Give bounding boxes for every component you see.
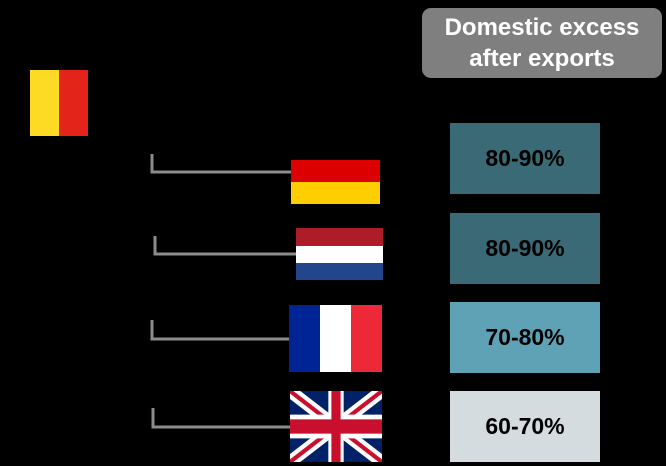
row-label: 60-70% (485, 413, 565, 439)
flag-france (289, 305, 382, 372)
header-box: Domestic excess after exports (422, 8, 662, 78)
connectors (150, 154, 296, 429)
flag-belgium (0, 70, 88, 136)
row-label: 70-80% (485, 324, 565, 350)
row-box: 60-70% (450, 391, 600, 462)
row-box: 80-90% (450, 213, 600, 284)
flag-netherlands (296, 228, 383, 280)
row-label: 80-90% (485, 235, 565, 261)
row-box: 70-80% (450, 302, 600, 373)
row-box: 80-90% (450, 123, 600, 194)
flag-uk (290, 391, 382, 462)
row-label: 80-90% (485, 145, 565, 171)
header-title: Domestic excess after exports (444, 14, 640, 72)
flag-germany (291, 138, 380, 204)
